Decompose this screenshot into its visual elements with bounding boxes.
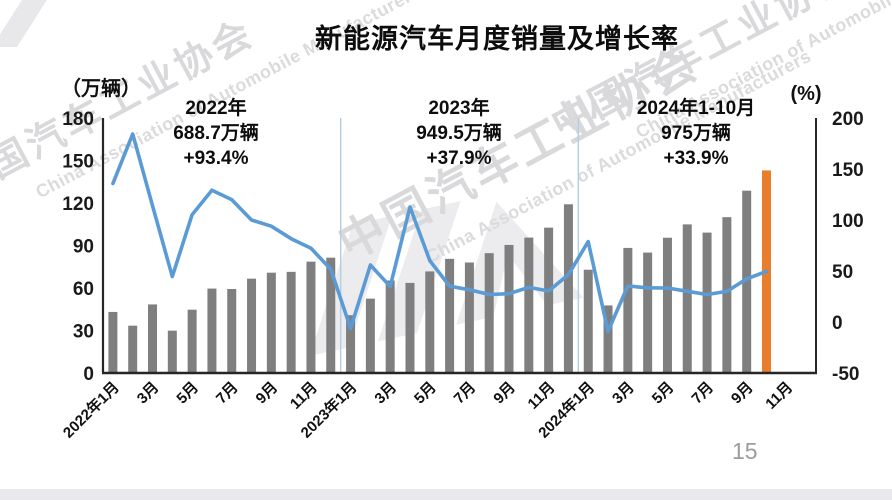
right-axis-tick-label: 200 bbox=[832, 109, 864, 130]
sales-bar bbox=[148, 304, 158, 373]
x-axis-tick-label: 11月 bbox=[525, 379, 559, 413]
sales-bar bbox=[346, 315, 356, 373]
annotation-2023: 2023年 949.5万辆 +37.9% bbox=[416, 96, 502, 171]
x-axis-tick-label: 9月 bbox=[728, 379, 757, 408]
x-axis-tick-label: 5月 bbox=[173, 379, 202, 408]
sales-bar bbox=[286, 271, 296, 373]
sales-bar bbox=[702, 232, 712, 373]
logo-chevron bbox=[0, 0, 47, 47]
sales-bar bbox=[227, 288, 237, 373]
sales-bar bbox=[464, 262, 474, 373]
annotation-growth: +33.9% bbox=[663, 148, 729, 169]
left-axis-tick-label: 0 bbox=[83, 364, 94, 385]
right-axis-tick-label: 50 bbox=[832, 262, 853, 283]
sales-bar bbox=[247, 278, 257, 373]
caam-logo-watermark-corner bbox=[0, 0, 47, 47]
left-axis-tick-label: 180 bbox=[62, 109, 94, 130]
growth-rate-line bbox=[111, 132, 769, 334]
sales-bar bbox=[128, 325, 138, 373]
x-axis-tick-label: 11月 bbox=[762, 379, 796, 413]
right-axis-unit-label: (%) bbox=[790, 83, 822, 105]
sales-bar bbox=[425, 271, 435, 373]
sales-bar bbox=[583, 269, 593, 373]
sales-bar bbox=[623, 247, 633, 373]
sales-bar bbox=[385, 280, 395, 373]
x-axis-tick-label: 7月 bbox=[213, 379, 242, 408]
page-number: 15 bbox=[732, 438, 758, 464]
sales-bar bbox=[682, 224, 692, 373]
left-axis-tick-label: 30 bbox=[73, 322, 94, 343]
sales-bar bbox=[266, 272, 276, 373]
sales-bar bbox=[603, 305, 613, 373]
annotation-total: 975万辆 bbox=[661, 123, 731, 144]
right-axis-tick-label: 0 bbox=[832, 313, 843, 334]
annotation-total: 688.7万辆 bbox=[173, 123, 259, 144]
sales-bar bbox=[365, 298, 375, 374]
sales-bar bbox=[563, 204, 573, 373]
sales-bar bbox=[742, 190, 752, 373]
annotation-year: 2023年 bbox=[428, 98, 490, 119]
left-axis-tick-label: 150 bbox=[62, 152, 94, 173]
x-axis-tick-label: 5月 bbox=[411, 379, 440, 408]
x-axis-tick-label: 2022年1月 bbox=[59, 378, 122, 441]
sales-bar bbox=[326, 257, 336, 373]
annotation-2022: 2022年 688.7万辆 +93.4% bbox=[173, 96, 259, 171]
sales-bar bbox=[524, 237, 534, 373]
x-axis-tick-label: 9月 bbox=[253, 379, 282, 408]
sales-bar bbox=[306, 261, 316, 373]
chart-title: 新能源汽车月度销量及增长率 bbox=[315, 24, 679, 54]
sales-bar bbox=[207, 288, 217, 373]
slide-bottom-strip bbox=[0, 489, 892, 500]
sales-bar bbox=[405, 282, 415, 373]
annotation-total: 949.5万辆 bbox=[416, 123, 502, 144]
right-axis-tick-label: 150 bbox=[832, 160, 864, 181]
sales-bar bbox=[445, 258, 455, 373]
left-axis-unit-label: （万辆） bbox=[61, 78, 141, 100]
sales-bar bbox=[504, 244, 514, 373]
sales-bar bbox=[662, 237, 672, 373]
x-axis-tick-label: 3月 bbox=[609, 379, 638, 408]
annotation-year: 2022年 bbox=[185, 98, 247, 119]
x-axis-tick-label: 3月 bbox=[134, 379, 163, 408]
sales-bar bbox=[722, 217, 732, 373]
annotation-year: 2024年1-10月 bbox=[636, 98, 756, 119]
x-axis-tick-label: 5月 bbox=[649, 379, 678, 408]
left-axis-tick-label: 120 bbox=[62, 194, 94, 215]
left-axis-tick-label: 90 bbox=[73, 237, 94, 258]
right-axis-tick-label: -50 bbox=[832, 364, 859, 385]
x-axis-tick-label: 7月 bbox=[451, 379, 480, 408]
x-axis-tick-label: 7月 bbox=[688, 379, 717, 408]
sales-bar bbox=[544, 227, 554, 373]
annotation-2024: 2024年1-10月 975万辆 +33.9% bbox=[637, 96, 755, 171]
x-axis-tick-label: 9月 bbox=[490, 379, 519, 408]
sales-bar bbox=[187, 309, 197, 373]
left-axis-tick-label: 60 bbox=[73, 279, 94, 300]
sales-bar bbox=[643, 252, 653, 373]
x-axis-tick-label: 11月 bbox=[287, 379, 321, 413]
sales-bar bbox=[484, 253, 494, 373]
sales-bar bbox=[108, 311, 118, 373]
annotation-growth: +37.9% bbox=[426, 148, 492, 169]
sales-bar bbox=[167, 330, 177, 373]
logo-chevron bbox=[377, 201, 461, 342]
annotation-growth: +93.4% bbox=[183, 148, 249, 169]
x-axis-tick-label: 3月 bbox=[372, 379, 401, 408]
right-axis-tick-label: 100 bbox=[832, 211, 864, 232]
